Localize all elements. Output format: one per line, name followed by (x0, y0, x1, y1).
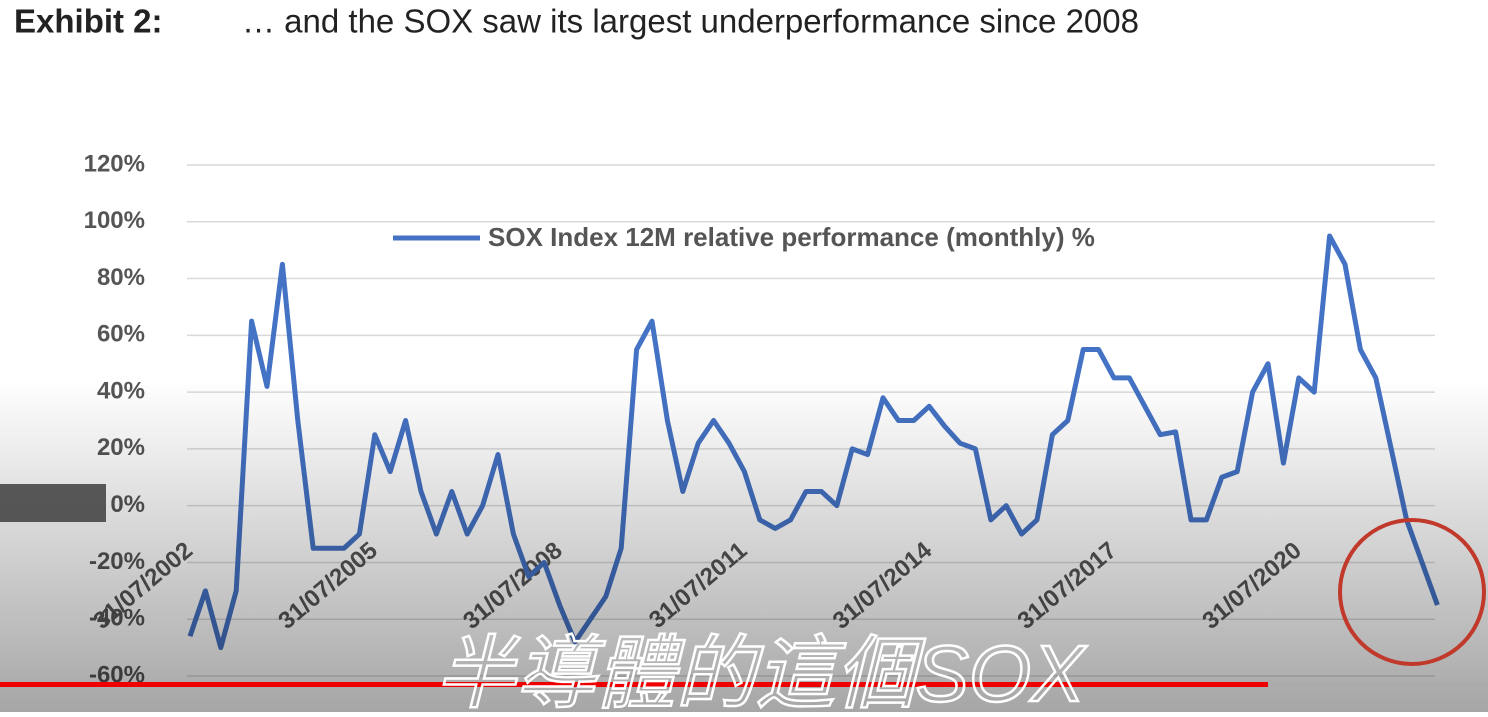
video-shade (0, 380, 1488, 712)
player-buttons[interactable] (0, 484, 106, 522)
y-tick-label: 120% (84, 150, 145, 177)
y-tick-label: 60% (97, 321, 145, 348)
y-tick-label: 80% (97, 264, 145, 291)
y-tick-label: 100% (84, 207, 145, 234)
caption: 半導體的這個SOX (436, 629, 1088, 712)
chart-title: … and the SOX saw its largest underperfo… (242, 3, 1139, 40)
legend-label: SOX Index 12M relative performance (mont… (488, 222, 1095, 252)
highlight-circle (1338, 518, 1486, 666)
title-label: Exhibit 2: (14, 3, 163, 40)
progress-bar[interactable] (0, 682, 1268, 687)
